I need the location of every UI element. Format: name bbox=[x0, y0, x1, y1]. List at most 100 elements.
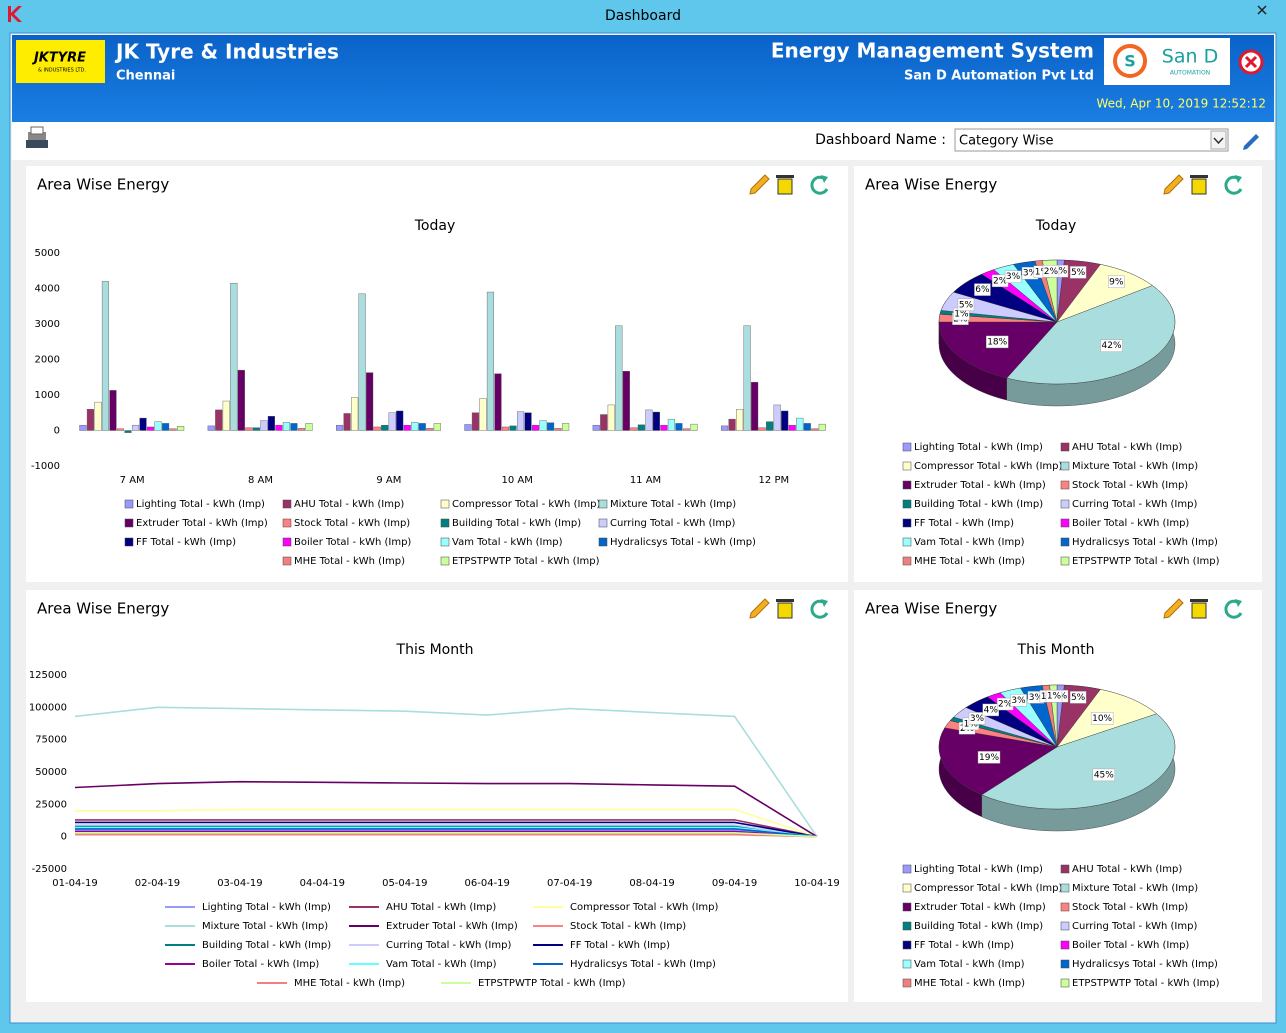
refresh-chart-arrow[interactable] bbox=[1235, 175, 1242, 183]
legend-label: Stock Total - kWh (Imp) bbox=[570, 921, 686, 932]
delete-chart-lid[interactable] bbox=[1190, 175, 1208, 178]
exit-button[interactable] bbox=[1238, 49, 1264, 75]
legend-swatch bbox=[440, 537, 450, 547]
bar bbox=[781, 410, 789, 431]
legend-label: Vam Total - kWh (Imp) bbox=[914, 959, 1025, 970]
pie-slice bbox=[938, 321, 1058, 379]
bar bbox=[486, 291, 495, 431]
refresh-chart-arrow[interactable] bbox=[1235, 599, 1242, 607]
select-box[interactable] bbox=[954, 128, 1229, 152]
select-arrow-box[interactable] bbox=[1210, 130, 1227, 150]
bar bbox=[388, 412, 396, 431]
data-label: 42% bbox=[1102, 341, 1122, 351]
refresh-chart-icon[interactable] bbox=[1224, 175, 1243, 195]
refresh-chart-arrow[interactable] bbox=[821, 175, 828, 183]
y-tick-label: 75000 bbox=[35, 735, 67, 746]
edit-pencil[interactable] bbox=[1243, 134, 1259, 150]
legend-label: AHU Total - kWh (Imp) bbox=[1072, 864, 1182, 875]
bar bbox=[743, 325, 751, 431]
bar bbox=[721, 425, 729, 431]
bar bbox=[667, 418, 675, 431]
delete-chart-icon[interactable] bbox=[1191, 602, 1207, 619]
print-button[interactable] bbox=[26, 126, 48, 148]
data-label: 3% bbox=[970, 714, 985, 724]
data-label: 4% bbox=[984, 705, 999, 715]
legend-label: Mixture Total - kWh (Imp) bbox=[1072, 461, 1198, 472]
delete-chart-icon[interactable] bbox=[777, 602, 793, 619]
delete-chart-lid[interactable] bbox=[776, 599, 794, 602]
dashboard-select[interactable]: Category Wise bbox=[954, 128, 1229, 152]
data-label: 1% bbox=[1047, 692, 1062, 702]
edit-chart-icon[interactable] bbox=[749, 174, 770, 195]
delete-chart-lid[interactable] bbox=[776, 175, 794, 178]
chart-panel bbox=[26, 166, 848, 582]
legend-label: Curring Total - kWh (Imp) bbox=[1072, 499, 1197, 510]
panel-title: Area Wise Energy bbox=[865, 600, 997, 618]
bar bbox=[358, 293, 366, 431]
window-close[interactable] bbox=[1246, 0, 1280, 22]
bar bbox=[207, 425, 215, 431]
edit-chart-icon[interactable] bbox=[1163, 598, 1184, 619]
bar bbox=[396, 410, 404, 431]
delete-chart-icon[interactable] bbox=[777, 178, 793, 195]
edit-chart-icon[interactable] bbox=[749, 598, 770, 619]
data-label-box bbox=[1045, 689, 1063, 703]
data-label: 1% bbox=[1053, 267, 1068, 277]
legend-label: Compressor Total - kWh (Imp) bbox=[452, 499, 601, 510]
bar bbox=[615, 325, 623, 431]
exit-glyph[interactable] bbox=[1244, 55, 1258, 69]
bar bbox=[215, 409, 223, 431]
refresh-chart-icon[interactable] bbox=[810, 175, 829, 195]
select-arrow[interactable] bbox=[1213, 137, 1224, 145]
vendor-name: San D Automation Pvt Ltd bbox=[904, 69, 1094, 84]
refresh-chart-icon[interactable] bbox=[810, 599, 829, 619]
legend-label: Hydralicsys Total - kWh (Imp) bbox=[570, 959, 716, 970]
series-line bbox=[75, 808, 818, 838]
legend-label: Hydralicsys Total - kWh (Imp) bbox=[1072, 959, 1218, 970]
legend-swatch bbox=[902, 499, 912, 509]
edit-dashboard[interactable] bbox=[1243, 134, 1259, 150]
bar bbox=[554, 428, 562, 431]
printer-body[interactable] bbox=[28, 132, 46, 142]
bar bbox=[116, 428, 125, 431]
legend-swatch bbox=[282, 556, 292, 566]
close-glyph[interactable] bbox=[1257, 5, 1267, 15]
legend-swatch bbox=[902, 959, 912, 969]
legend-swatch bbox=[1060, 442, 1070, 452]
edit-chart-icon[interactable] bbox=[1163, 174, 1184, 195]
bar bbox=[728, 418, 736, 431]
chart-title: Today bbox=[1035, 218, 1077, 234]
chart-title: This Month bbox=[1017, 642, 1095, 658]
bar bbox=[509, 425, 517, 431]
printer-paper[interactable] bbox=[30, 126, 44, 135]
printer-base[interactable] bbox=[26, 140, 48, 148]
legend-label: Boiler Total - kWh (Imp) bbox=[1072, 518, 1189, 529]
bar bbox=[751, 382, 759, 431]
legend-label: Mixture Total - kWh (Imp) bbox=[610, 499, 736, 510]
select-value[interactable]: Category Wise bbox=[959, 134, 1053, 149]
legend-swatch bbox=[1060, 461, 1070, 471]
bar bbox=[796, 417, 804, 431]
jk-logo bbox=[16, 40, 105, 83]
header-datetime: Wed, Apr 10, 2019 12:52:12 bbox=[1096, 97, 1266, 111]
bar bbox=[297, 428, 306, 431]
bar bbox=[418, 423, 426, 431]
bar bbox=[94, 401, 102, 431]
bar bbox=[162, 423, 170, 431]
refresh-chart-arrow[interactable] bbox=[821, 599, 828, 607]
pie-slice bbox=[981, 713, 1176, 810]
bar bbox=[479, 398, 487, 431]
y-tick-label: 4000 bbox=[35, 284, 60, 295]
bar bbox=[305, 423, 313, 431]
legend-label: Vam Total - kWh (Imp) bbox=[386, 959, 497, 970]
bar bbox=[471, 412, 479, 431]
data-label: 3% bbox=[1029, 693, 1044, 703]
delete-chart-lid[interactable] bbox=[1190, 599, 1208, 602]
refresh-chart-icon[interactable] bbox=[1224, 599, 1243, 619]
delete-chart-icon[interactable] bbox=[1191, 178, 1207, 195]
bar bbox=[290, 423, 298, 431]
legend-label: Building Total - kWh (Imp) bbox=[202, 940, 331, 951]
bar bbox=[177, 426, 185, 431]
x-tick-label: 06-04-19 bbox=[465, 878, 510, 889]
bar bbox=[600, 414, 608, 431]
